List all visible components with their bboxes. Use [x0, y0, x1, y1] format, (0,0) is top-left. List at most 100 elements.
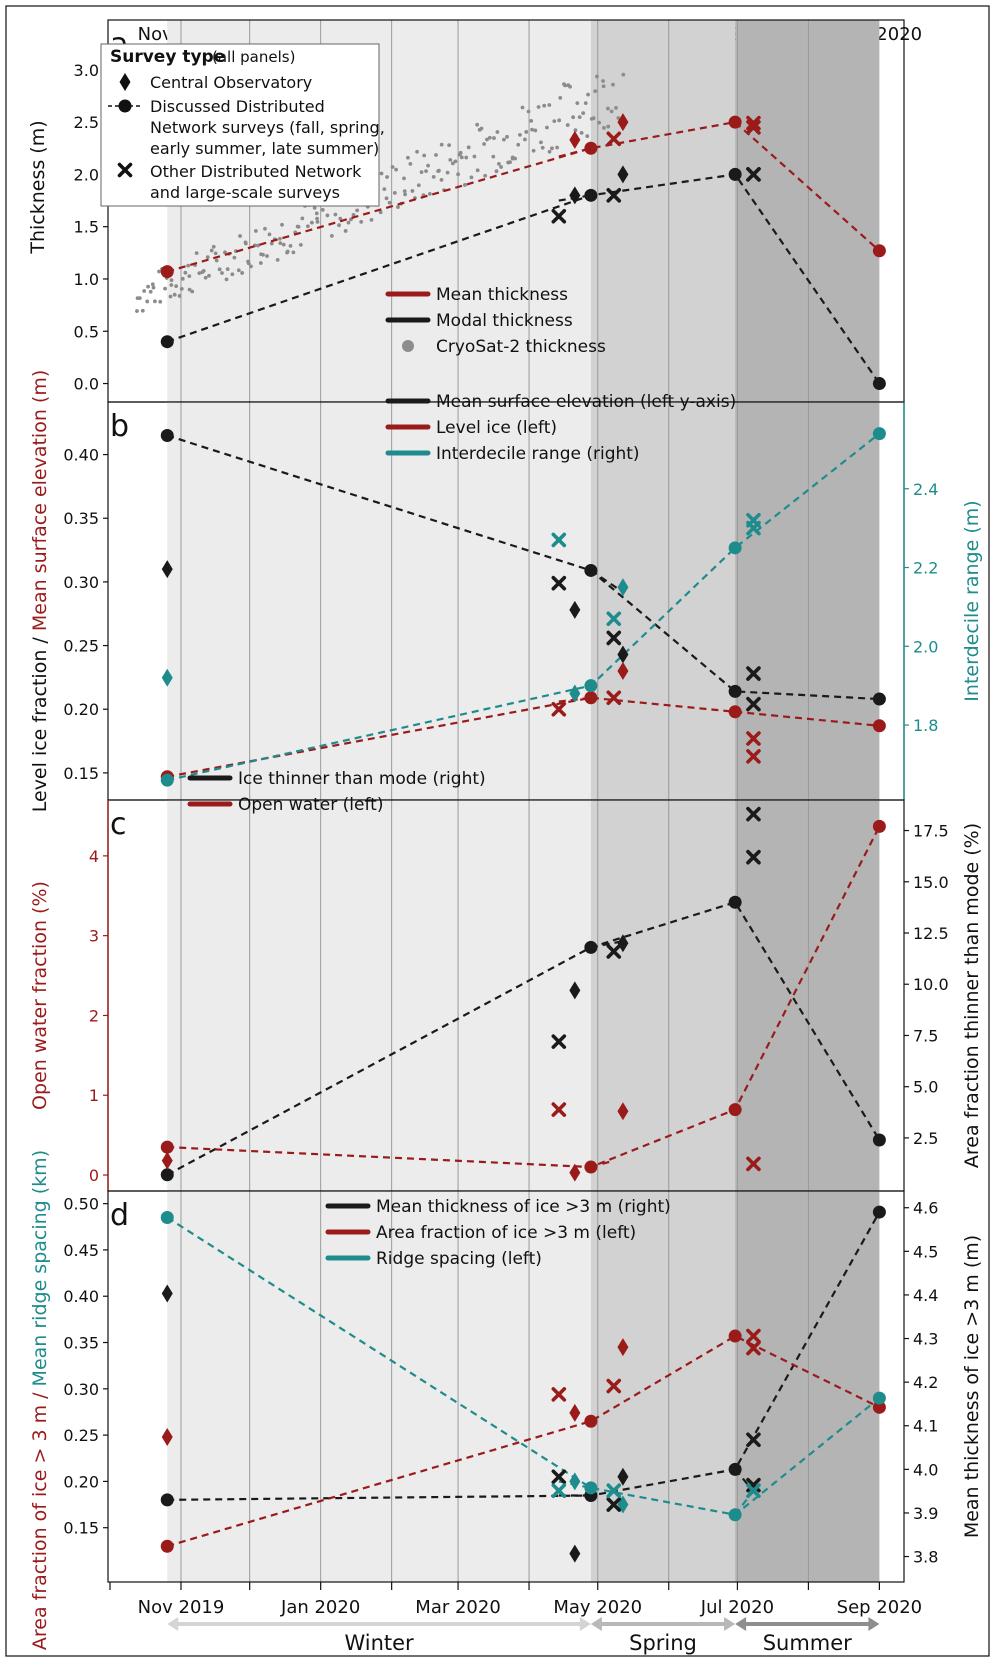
cryosat-point [281, 242, 286, 247]
season-arrowhead [579, 1617, 591, 1631]
y-tick-label: 0.35 [63, 1334, 99, 1353]
season-arrowhead [167, 1617, 179, 1631]
series-point [584, 679, 598, 693]
bottom-axis-label: Nov 2019 [138, 1597, 225, 1618]
spring-shade [590, 20, 736, 402]
cryosat-point [186, 263, 191, 268]
series-line [166, 1334, 880, 1548]
y-tick-label: 4.3 [913, 1330, 938, 1349]
cryosat-point [203, 275, 208, 280]
other-survey-marker [551, 575, 567, 591]
cryosat-point [495, 130, 500, 134]
cryosat-point [448, 157, 453, 162]
cryosat-point [180, 276, 185, 281]
central-observatory-marker [161, 1284, 173, 1303]
series-point [584, 1414, 598, 1428]
cryosat-point [177, 294, 182, 298]
y-tick-label: 1 [89, 1086, 99, 1105]
cryosat-point [201, 269, 206, 273]
cryosat-point [591, 116, 596, 120]
cryosat-point [223, 250, 227, 255]
central-observatory-marker [569, 600, 581, 619]
cryosat-point [545, 125, 549, 130]
other-survey-marker [606, 944, 622, 959]
cryosat-point [320, 207, 325, 212]
series-point [584, 691, 598, 705]
other-survey-marker [746, 666, 761, 681]
cryosat-point [140, 308, 145, 313]
cryosat-point [148, 289, 153, 294]
y-tick-label: 1.5 [74, 218, 99, 237]
cryosat-point [529, 118, 534, 123]
y-tick-label: 12.5 [913, 924, 949, 943]
other-survey-marker [746, 1156, 761, 1172]
cryosat-point [269, 241, 274, 246]
bottom-date-axis: Nov 2019 Jan 2020 Mar 2020 May 2020 Jul 2020… [109, 1582, 922, 1618]
other-survey-marker [746, 696, 761, 712]
cryosat-point [246, 261, 251, 266]
cryosat-point [434, 153, 438, 157]
series-point [160, 773, 174, 787]
y-label-part: Mean surface elevation (m) [29, 370, 51, 631]
cryosat-point [447, 143, 452, 148]
cryosat-point [502, 137, 506, 142]
right-y-axis: 2.5 5.0 7.5 10.0 12.5 15.0 17.5 [904, 822, 949, 1148]
cryosat-point [431, 174, 436, 179]
cryosat-point [351, 212, 356, 217]
cryosat-point [459, 155, 464, 160]
series-lines [160, 819, 886, 1182]
y-tick-label: 0.20 [63, 1472, 99, 1491]
cryosat-point [469, 175, 474, 180]
other-survey-marker [746, 749, 761, 764]
cryosat-point [472, 154, 477, 159]
other-survey-marker [746, 1483, 761, 1498]
y-tick-label: 1.0 [74, 270, 99, 289]
cryosat-point [402, 189, 407, 193]
series-line [167, 825, 881, 1169]
cryosat-point [422, 153, 427, 158]
cryosat-point [485, 137, 489, 142]
season-arrowhead [590, 1617, 602, 1631]
survey-legend-title-suffix: (all panels) [212, 48, 295, 66]
series-point [872, 377, 886, 391]
other-survey-marker [606, 630, 622, 646]
left-y-axis: 0.15 0.20 0.25 0.30 0.35 0.40 0.45 0.50 [63, 1195, 108, 1538]
y-tick-label: 0.50 [63, 1195, 99, 1214]
central-observatory-marker [569, 1163, 581, 1182]
series-point [872, 427, 886, 441]
cryosat-point [601, 84, 606, 89]
cryosat-point [187, 287, 192, 292]
survey-legend-label: Central Observatory [150, 73, 312, 92]
cryosat-point [209, 248, 214, 253]
cryosat-point [243, 241, 248, 246]
panel-legend: Mean thickness of ice >3 m (right) Area f… [325, 1197, 671, 1269]
series-point [872, 1205, 886, 1219]
cryosat-point [146, 284, 150, 289]
series-point [872, 1391, 886, 1405]
cryosat-point [256, 243, 260, 248]
survey-legend-box [100, 43, 380, 207]
series-line [166, 173, 881, 385]
cryosat-point [253, 229, 258, 233]
cryosat-point [384, 196, 389, 201]
cryosat-point [325, 213, 330, 218]
other-survey-marker [746, 1328, 761, 1344]
other-survey-marker [551, 1469, 567, 1485]
legend-label: Mean surface elevation (left y-axis) [436, 392, 736, 412]
cryosat-point [585, 134, 590, 139]
cryosat-point [609, 109, 614, 114]
other-survey-marker [746, 120, 761, 135]
cryosat-point [602, 125, 606, 130]
cryosat-point [492, 136, 496, 140]
cryosat-point [403, 192, 407, 197]
series-line [167, 696, 880, 778]
cryosat-point [151, 285, 156, 290]
other-survey-marker [746, 520, 761, 536]
cryosat-point [315, 220, 320, 224]
cryosat-point [142, 289, 147, 293]
cryosat-point [536, 105, 541, 109]
legend-label: Ridge spacing (left) [376, 1249, 542, 1269]
central-observatory-marker [617, 1338, 629, 1357]
cryosat-point [169, 278, 174, 283]
winter-shade [167, 1191, 591, 1582]
